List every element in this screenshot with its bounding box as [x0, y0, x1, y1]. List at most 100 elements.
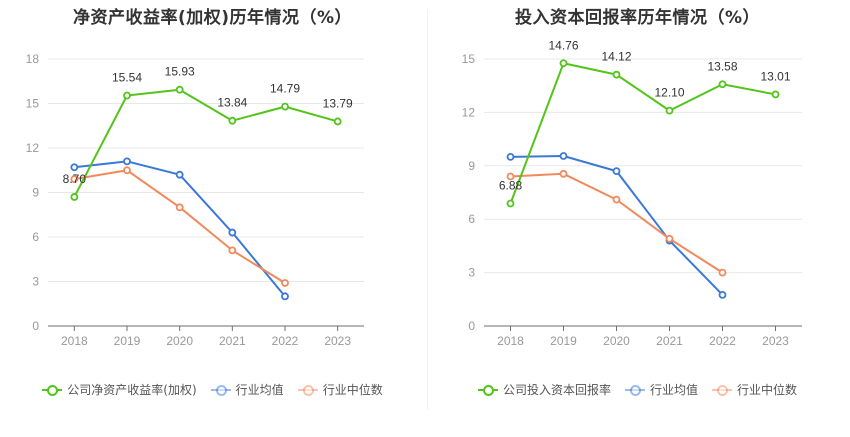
data-point-company — [333, 117, 342, 126]
x-tick-label: 2022 — [272, 334, 299, 348]
data-point-company — [665, 106, 674, 115]
y-tick-label: 0 — [468, 319, 475, 333]
series-line-company — [509, 62, 776, 204]
data-point-industry-median — [665, 234, 674, 243]
x-tick-label: 2020 — [603, 334, 630, 348]
x-tick-label: 2023 — [324, 334, 351, 348]
legend-item-industry-mean[interactable]: 行业均值 — [624, 381, 698, 398]
legend-median-swatch-icon — [297, 384, 318, 396]
data-label: 13.79 — [323, 96, 353, 110]
data-point-industry-mean — [718, 290, 727, 299]
y-tick-label: 15 — [462, 52, 476, 66]
y-tick-label: 12 — [462, 105, 476, 119]
y-tick-label: 0 — [32, 319, 39, 333]
chart-legend: 公司净资产收益率(加权) 行业均值 行业中位数 — [0, 381, 425, 398]
legend-item-industry-median[interactable]: 行业中位数 — [297, 381, 383, 398]
legend-mean-swatch-icon — [210, 384, 231, 396]
legend-item-industry-median[interactable]: 行业中位数 — [712, 381, 797, 398]
series-line-industry-mean — [510, 155, 724, 296]
roe-chart-panel: 净资产收益率(加权)历年情况（%） 0 3 6 9 12 15 18 2018 2019 2020… — [0, 8, 425, 398]
y-tick-label: 3 — [32, 275, 39, 289]
x-tick-label: 2021 — [219, 334, 246, 348]
x-tick-label: 2020 — [166, 334, 193, 348]
data-point-industry-mean — [175, 170, 184, 179]
legend-item-industry-mean[interactable]: 行业均值 — [210, 381, 284, 398]
x-tick-label: 2018 — [497, 334, 524, 348]
legend-item-company[interactable]: 公司投入资本回报率 — [477, 381, 611, 398]
data-point-industry-median — [281, 279, 289, 287]
data-label: 15.54 — [112, 70, 142, 84]
legend-company-swatch-icon — [42, 384, 63, 396]
series-line-industry-median — [510, 172, 724, 274]
legend-label: 行业中位数 — [322, 383, 383, 397]
data-point-industry-median — [559, 169, 568, 178]
data-point-industry-mean — [506, 152, 515, 161]
data-point-company — [228, 116, 237, 125]
roic-chart-panel: 投入资本回报率历年情况（%） 0 3 6 9 12 15 2018 2019 2020 2021 2… — [425, 0, 850, 437]
legend-label: 行业均值 — [649, 383, 698, 397]
y-tick-label: 9 — [32, 186, 39, 200]
chart-legend: 公司投入资本回报率 行业均值 行业中位数 — [425, 381, 850, 398]
panel-divider — [427, 10, 428, 410]
data-point-industry-median — [506, 172, 515, 181]
data-point-industry-mean — [612, 167, 621, 176]
legend-label: 公司投入资本回报率 — [502, 383, 611, 397]
legend-item-company[interactable]: 公司净资产收益率(加权) — [42, 381, 197, 398]
data-label: 13.01 — [760, 69, 790, 83]
y-tick-label: 15 — [26, 97, 40, 111]
roic-line-chart: 0 3 6 9 12 15 2018 2019 2020 2021 2022 2023 6.88 14.7… — [462, 38, 802, 348]
data-point-company — [771, 90, 780, 99]
legend-label: 行业中位数 — [737, 383, 798, 397]
data-label: 13.58 — [707, 59, 737, 73]
series-line-industry-median — [74, 169, 286, 284]
data-label: 15.93 — [165, 65, 195, 79]
data-point-industry-mean — [281, 292, 289, 301]
x-tick-label: 2023 — [762, 334, 789, 348]
x-tick-label: 2019 — [550, 334, 577, 348]
x-tick-label: 2018 — [61, 334, 88, 348]
data-point-industry-mean — [559, 152, 568, 160]
data-point-company — [612, 70, 621, 79]
data-point-company — [559, 59, 568, 68]
data-point-industry-mean — [123, 157, 131, 166]
data-point-industry-median — [70, 175, 79, 184]
data-point-company — [175, 85, 184, 94]
y-tick-label: 9 — [468, 159, 475, 173]
legend-label: 公司净资产收益率(加权) — [67, 383, 197, 397]
y-tick-label: 12 — [26, 141, 40, 155]
series-line-industry-mean — [74, 160, 286, 297]
legend-company-swatch-icon — [477, 384, 498, 396]
data-label: 6.88 — [499, 179, 523, 193]
x-tick-label: 2022 — [709, 334, 736, 348]
roe-line-chart: 0 3 6 9 12 15 18 2018 2019 2020 2021 2022 2023 8.70 15… — [26, 52, 364, 348]
y-tick-label: 3 — [468, 266, 475, 280]
x-tick-label: 2021 — [656, 334, 683, 348]
legend-median-swatch-icon — [712, 384, 732, 396]
data-point-industry-mean — [70, 163, 79, 172]
data-label: 14.79 — [270, 82, 300, 96]
legend-mean-swatch-icon — [624, 384, 645, 396]
data-label: 14.76 — [548, 38, 578, 52]
data-label: 13.84 — [217, 96, 247, 110]
data-point-company — [70, 193, 79, 201]
data-label: 12.10 — [654, 86, 684, 100]
data-point-company — [123, 91, 131, 100]
x-tick-label: 2019 — [114, 334, 141, 348]
data-label: 14.12 — [601, 50, 631, 64]
data-point-industry-median — [123, 166, 131, 175]
data-point-company — [718, 80, 727, 89]
data-point-company — [506, 199, 515, 208]
series-line-company — [73, 88, 338, 198]
legend-label: 行业均值 — [235, 383, 284, 397]
y-tick-label: 18 — [26, 52, 40, 66]
data-point-industry-median — [612, 195, 621, 204]
y-tick-label: 6 — [32, 230, 39, 244]
chart-title: 净资产收益率(加权)历年情况（%） — [72, 8, 353, 28]
data-label: 8.70 — [63, 172, 87, 186]
chart-title: 投入资本回报率历年情况（%） — [514, 8, 761, 28]
data-point-industry-median — [718, 268, 727, 277]
data-point-industry-median — [175, 203, 184, 212]
data-point-industry-median — [228, 246, 237, 255]
data-point-industry-mean — [228, 228, 237, 237]
data-point-company — [281, 102, 289, 111]
